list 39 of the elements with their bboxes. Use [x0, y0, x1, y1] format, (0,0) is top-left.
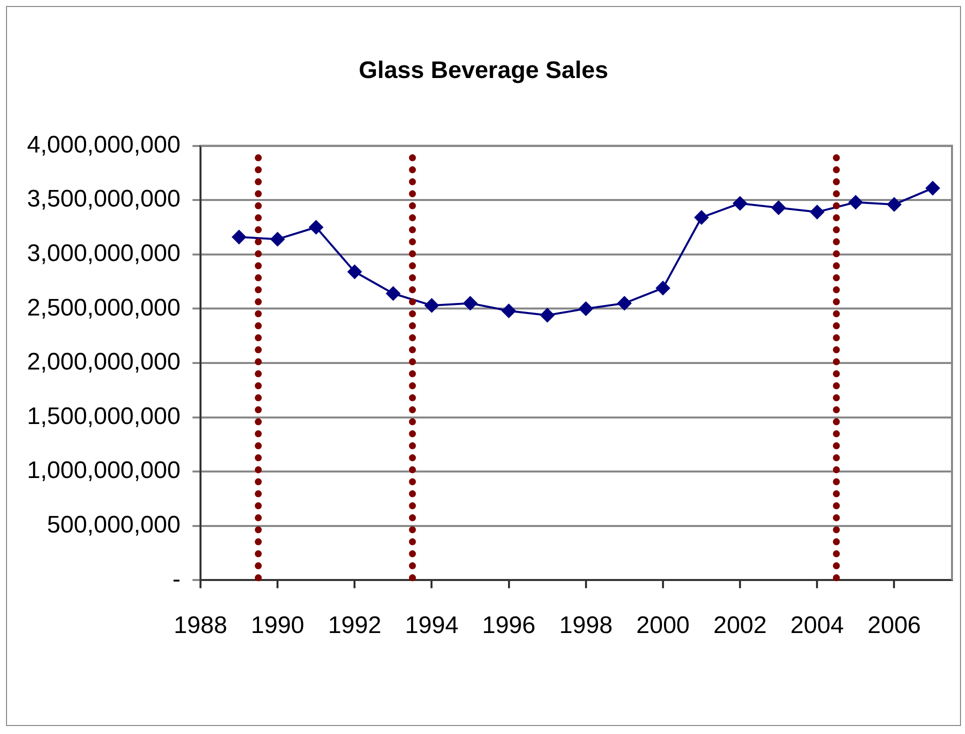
y-tick-label: 1,000,000,000	[26, 457, 180, 484]
point	[463, 296, 478, 310]
chart-title: Glass Beverage Sales	[358, 57, 608, 84]
x-tick-label: 2004	[790, 612, 844, 640]
y-tick-label: 3,500,000,000	[26, 186, 180, 213]
point	[733, 196, 748, 210]
y-tick-label: 3,000,000,000	[26, 240, 180, 268]
point	[694, 210, 708, 224]
y-tick-label: 4,000,000,000	[26, 131, 180, 158]
point	[617, 296, 632, 310]
x-tick-label: 1992	[328, 612, 382, 640]
point	[348, 264, 362, 279]
y-tick-label: 1,500,000,000	[26, 402, 180, 430]
point	[887, 197, 902, 212]
point	[502, 304, 516, 318]
point	[926, 181, 940, 196]
point	[772, 200, 786, 215]
x-tick-label: 1990	[250, 612, 304, 640]
point	[309, 220, 324, 234]
x-tick-label: 2000	[636, 612, 690, 640]
point	[270, 232, 285, 246]
x-tick-label: 1994	[405, 612, 458, 640]
point	[424, 298, 439, 312]
y-tick-label: 2,500,000,000	[26, 294, 180, 322]
point	[232, 230, 246, 244]
x-tick-label: 1996	[482, 612, 536, 640]
point	[848, 195, 863, 210]
point	[578, 302, 593, 316]
point	[386, 286, 400, 300]
x-tick-label: 2002	[713, 612, 767, 640]
x-tick-label: 1988	[174, 612, 228, 640]
y-tick-label: -	[172, 566, 180, 593]
point	[656, 281, 670, 296]
y-tick-label: 2,000,000,000	[26, 348, 180, 376]
x-tick-label: 1998	[559, 612, 613, 640]
point	[540, 308, 554, 322]
point	[810, 205, 824, 220]
x-tick-label: 2006	[867, 612, 921, 640]
y-tick-label: 500,000,000	[47, 512, 180, 539]
